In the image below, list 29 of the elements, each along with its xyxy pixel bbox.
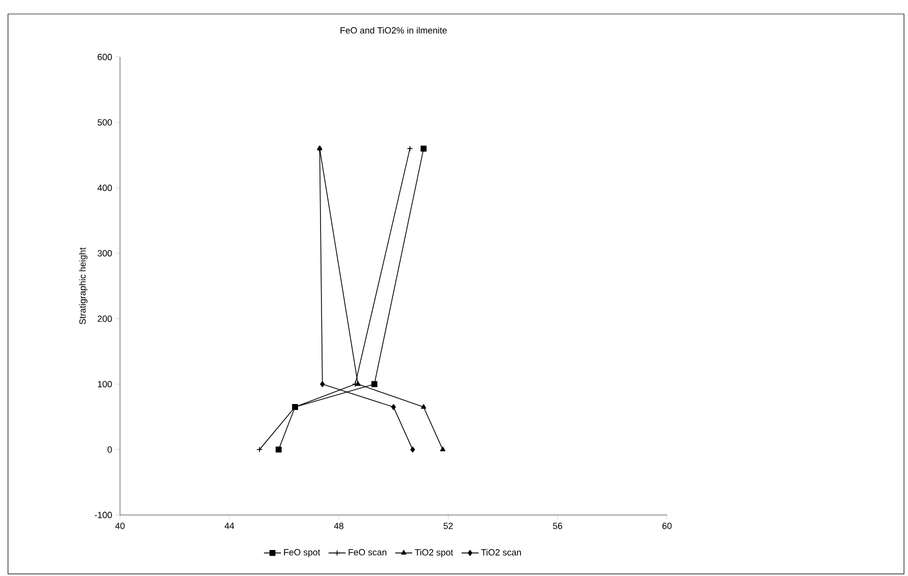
point [320, 381, 325, 388]
y-tick-label: 200 [98, 316, 112, 322]
point [276, 446, 282, 453]
point [420, 146, 427, 152]
y-tick-label: 300 [98, 250, 112, 256]
legend-label: FeO scan [348, 549, 386, 556]
chart-title: FeO and TiO2% in ilmenite [340, 26, 447, 34]
y-tick-label: -100 [94, 512, 112, 518]
point [420, 404, 426, 409]
point [355, 381, 361, 386]
y-tick-label: 600 [98, 54, 112, 60]
x-tick-label: 40 [115, 522, 125, 530]
y-tick-label: 0 [108, 446, 112, 453]
point [391, 404, 396, 410]
legend-label: FeO spot [284, 549, 320, 558]
point [440, 446, 446, 452]
x-tick-label: 56 [552, 522, 562, 530]
point [410, 446, 415, 453]
x-tick-label: 52 [444, 522, 453, 530]
x-tick-label: 60 [662, 522, 672, 530]
y-axis-title: Stratigraphic height [79, 247, 88, 324]
x-tick-label: 48 [334, 522, 344, 530]
y-tick-label: 100 [98, 380, 112, 388]
y-tick-label: 500 [98, 119, 112, 126]
legend-label: TiO2 scan [481, 548, 521, 556]
point [371, 381, 378, 388]
legend-label: TiO2 spot [414, 548, 454, 558]
x-tick-label: 44 [224, 522, 234, 529]
y-tick-label: 400 [97, 184, 112, 192]
